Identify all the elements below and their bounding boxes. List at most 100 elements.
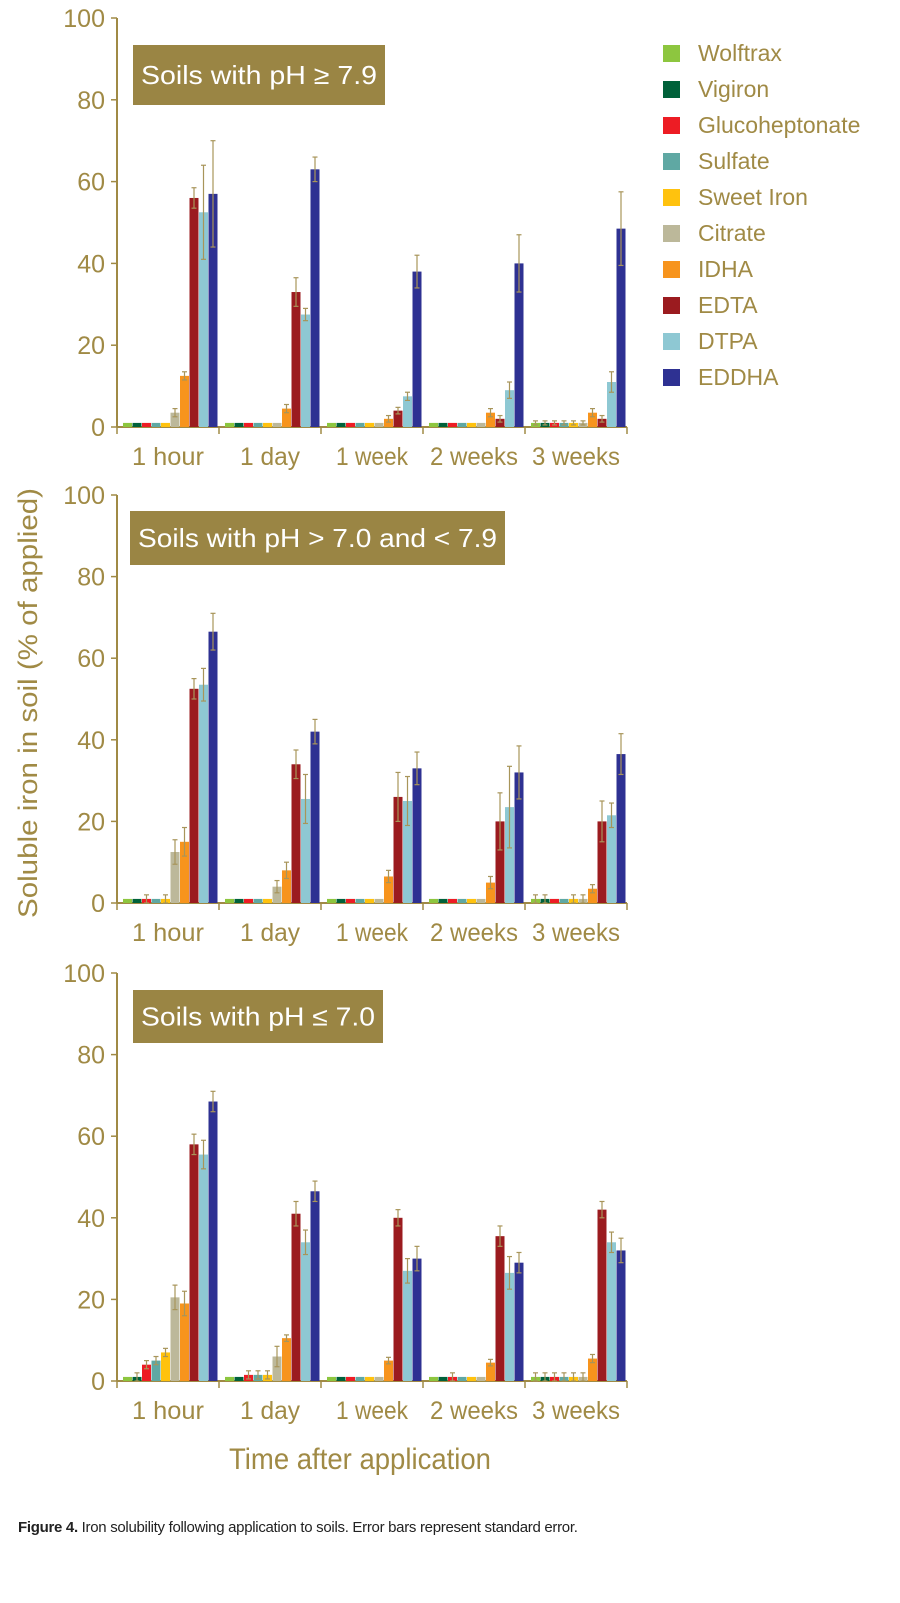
bar-sweet-iron — [365, 1376, 374, 1381]
bar-idha — [588, 412, 597, 427]
bar-citrate — [374, 898, 384, 903]
legend-swatch — [663, 153, 680, 170]
bar-idha — [180, 375, 189, 427]
bar-idha — [486, 1362, 495, 1381]
legend-swatch — [663, 369, 680, 386]
x-tick-label: 1 hour — [132, 1397, 204, 1425]
legend-label: Sulfate — [698, 148, 770, 174]
y-tick-label: 40 — [77, 250, 105, 278]
bar-edta — [495, 1236, 505, 1381]
bar-dtpa — [301, 798, 310, 903]
bar-edta — [291, 1213, 301, 1381]
x-tick-label: 1 hour — [132, 443, 204, 471]
bar-edta — [495, 418, 505, 427]
bar-edta — [291, 764, 301, 903]
bar-citrate — [476, 422, 486, 427]
bar-eddha — [514, 263, 524, 427]
panel-title: Soils with pH ≤ 7.0 — [141, 1002, 375, 1032]
bar-edta — [189, 1144, 199, 1381]
bar-sweet-iron — [467, 1376, 476, 1381]
legend-swatch — [663, 333, 680, 350]
bar-idha — [282, 870, 291, 903]
x-tick-label: 1 week — [336, 1397, 408, 1425]
x-tick-label: 2 weeks — [430, 919, 518, 947]
bar-citrate — [476, 898, 486, 903]
x-tick-label: 1 day — [240, 443, 300, 471]
bar-vigiron — [132, 898, 142, 903]
bar-dtpa — [301, 314, 310, 427]
bar-idha — [180, 1303, 189, 1381]
bar-sulfate — [457, 1376, 467, 1381]
bar-wolftrax — [123, 898, 132, 903]
y-tick-label: 0 — [91, 414, 105, 442]
x-tick-label: 1 week — [336, 919, 408, 947]
x-tick-label: 1 day — [240, 1397, 300, 1425]
bar-edta — [597, 1209, 607, 1381]
legend-swatch — [663, 117, 680, 134]
legend-label: Vigiron — [698, 76, 769, 102]
bar-wolftrax — [327, 898, 336, 903]
bar-eddha — [616, 228, 626, 427]
panel-title-box — [133, 45, 385, 105]
bar-dtpa — [607, 1242, 616, 1381]
bar-glucoheptonate — [142, 1364, 151, 1381]
bar-sulfate — [355, 1376, 365, 1381]
bar-dtpa — [199, 212, 208, 427]
y-tick-label: 0 — [91, 890, 105, 918]
bar-wolftrax — [327, 1376, 336, 1381]
y-tick-label: 100 — [63, 960, 105, 988]
figure-caption: Figure 4. Iron solubility following appl… — [18, 1519, 578, 1536]
bar-glucoheptonate — [142, 422, 151, 427]
bar-glucoheptonate — [448, 422, 457, 427]
panel-title-box — [133, 990, 383, 1043]
bar-sweet-iron — [467, 422, 476, 427]
bar-sweet-iron — [161, 422, 170, 427]
y-tick-label: 80 — [77, 564, 105, 592]
bar-dtpa — [403, 1270, 412, 1381]
bar-edta — [189, 688, 199, 903]
bar-edta — [393, 410, 403, 427]
bar-dtpa — [505, 807, 514, 903]
bar-sulfate — [151, 422, 161, 427]
y-tick-label: 60 — [77, 645, 105, 673]
bar-dtpa — [403, 801, 412, 903]
bar-idha — [384, 1360, 393, 1381]
bar-edta — [597, 418, 607, 427]
bar-citrate — [170, 1297, 180, 1381]
bar-glucoheptonate — [346, 1376, 355, 1381]
bar-idha — [384, 876, 393, 903]
bar-edta — [495, 821, 505, 903]
legend-label: EDTA — [698, 292, 758, 318]
bar-sulfate — [457, 898, 467, 903]
bar-vigiron — [132, 422, 142, 427]
bar-idha — [282, 408, 291, 427]
bar-idha — [282, 1338, 291, 1381]
y-tick-label: 60 — [77, 169, 105, 197]
bar-idha — [588, 1358, 597, 1381]
bar-dtpa — [199, 684, 208, 903]
bar-edta — [189, 197, 199, 427]
bar-wolftrax — [123, 1376, 132, 1381]
y-tick-label: 100 — [63, 482, 105, 510]
panel-title: Soils with pH > 7.0 and < 7.9 — [138, 523, 497, 553]
bar-glucoheptonate — [550, 898, 559, 903]
legend-label: IDHA — [698, 256, 754, 282]
x-tick-label: 1 week — [336, 443, 408, 471]
x-tick-label: 3 weeks — [532, 443, 620, 471]
bar-vigiron — [438, 898, 448, 903]
bar-eddha — [208, 631, 218, 903]
bar-eddha — [412, 271, 422, 427]
bar-eddha — [514, 1262, 524, 1381]
bar-eddha — [412, 768, 422, 903]
bar-eddha — [310, 169, 320, 427]
bar-wolftrax — [327, 422, 336, 427]
legend-swatch — [663, 189, 680, 206]
caption-label: Figure 4. — [18, 1519, 78, 1536]
bar-sulfate — [355, 422, 365, 427]
x-tick-label: 3 weeks — [532, 919, 620, 947]
bar-wolftrax — [225, 898, 234, 903]
bar-dtpa — [505, 390, 514, 427]
y-tick-label: 40 — [77, 1205, 105, 1233]
legend-label: Citrate — [698, 220, 766, 246]
